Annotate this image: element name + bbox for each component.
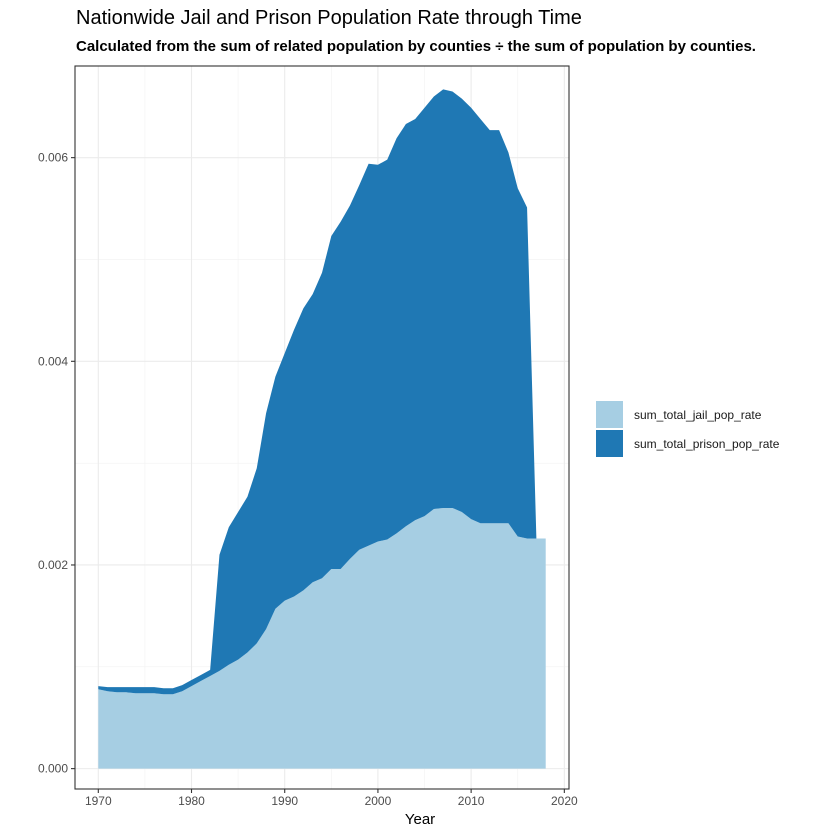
y-tick-label: 0.000	[38, 762, 68, 776]
legend-swatch-prison	[596, 430, 623, 457]
x-tick-label: 2020	[551, 794, 578, 808]
x-tick-label: 1990	[271, 794, 298, 808]
chart-subtitle: Calculated from the sum of related popul…	[76, 38, 756, 55]
x-tick-label: 1970	[85, 794, 112, 808]
chart-title: Nationwide Jail and Prison Population Ra…	[76, 7, 582, 29]
legend-label-jail: sum_total_jail_pop_rate	[634, 407, 762, 422]
x-tick-label: 1980	[178, 794, 205, 808]
legend-item-prison: sum_total_prison_pop_rate	[596, 429, 779, 458]
y-tick-label: 0.002	[38, 558, 68, 572]
area-prison-pop-rate	[98, 89, 546, 695]
legend-label-prison: sum_total_prison_pop_rate	[634, 436, 780, 451]
y-tick-label: 0.006	[38, 151, 68, 165]
x-axis-title: Year	[404, 811, 436, 828]
y-tick-label: 0.004	[38, 354, 68, 368]
legend-item-jail: sum_total_jail_pop_rate	[596, 400, 779, 429]
legend-swatch-jail	[596, 401, 623, 428]
x-tick-label: 2010	[458, 794, 485, 808]
area-jail-pop-rate	[98, 507, 546, 769]
x-tick-label: 2000	[365, 794, 392, 808]
plot-border	[74, 65, 570, 790]
legend: sum_total_jail_pop_rate sum_total_prison…	[596, 400, 779, 458]
